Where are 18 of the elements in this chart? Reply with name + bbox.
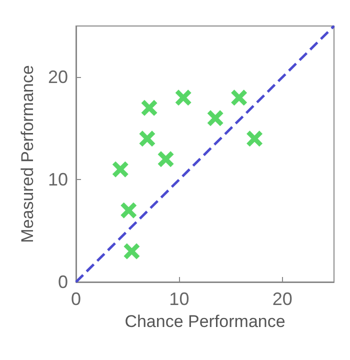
point <box>175 90 192 106</box>
point <box>207 110 224 126</box>
x-tick-label: 10 <box>169 289 190 309</box>
x-tick-label: 0 <box>70 289 82 309</box>
point <box>139 130 156 147</box>
point <box>158 151 174 168</box>
x-axis-title: Chance Performance <box>124 312 286 331</box>
x-tick-label: 20 <box>272 289 292 309</box>
point <box>141 100 158 116</box>
y-tick-label: 10 <box>48 170 68 190</box>
point <box>124 243 140 260</box>
point <box>112 161 128 178</box>
y-axis-title: Measured Performance <box>18 65 37 243</box>
point <box>246 130 263 147</box>
point <box>231 90 248 106</box>
y-tick-label: 20 <box>48 67 68 88</box>
y-tick-label: 0 <box>58 272 68 292</box>
point <box>120 202 137 218</box>
